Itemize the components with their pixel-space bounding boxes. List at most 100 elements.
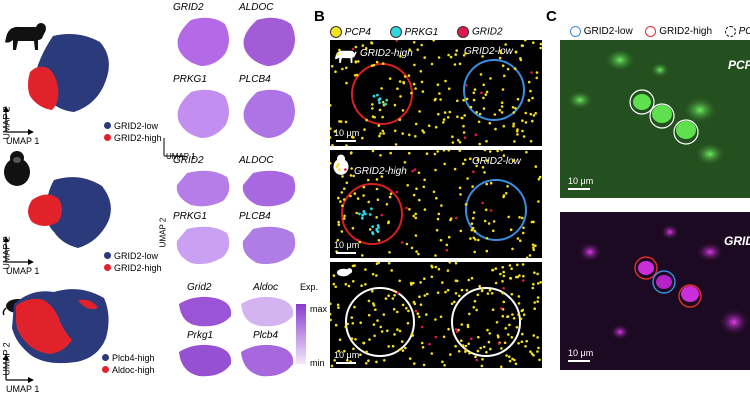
puncta-dot [345, 144, 348, 146]
puncta-dot [399, 95, 402, 98]
puncta-dot [487, 340, 491, 344]
puncta-dot [520, 340, 524, 344]
puncta-dot [353, 192, 357, 195]
puncta-dot [360, 216, 364, 220]
puncta-dot [436, 291, 440, 294]
puncta-dot [336, 238, 340, 242]
puncta-dot [502, 274, 506, 278]
puncta-dot [500, 150, 503, 152]
puncta-dot [413, 168, 417, 171]
puncta-dot [375, 274, 378, 277]
axis-x-label: UMAP 1 [6, 266, 40, 276]
puncta-dot [477, 120, 481, 124]
puncta-dot [466, 325, 470, 329]
puncta-dot [357, 60, 360, 63]
puncta-dot [524, 345, 527, 348]
puncta-dot [421, 346, 425, 349]
puncta-dot [504, 43, 507, 46]
puncta-dot [417, 252, 420, 256]
puncta-dot [529, 89, 532, 93]
puncta-dot [472, 211, 476, 214]
puncta-dot [469, 157, 472, 160]
scale-label: 10 μm [568, 176, 594, 186]
puncta-dot [451, 135, 454, 138]
puncta-dot [389, 151, 392, 155]
legend-label: PCP4 [738, 26, 750, 38]
puncta-dot [510, 292, 514, 296]
puncta-dot [494, 281, 498, 285]
umap-axes [3, 106, 34, 135]
puncta-dot [451, 141, 455, 144]
puncta-dot [537, 177, 541, 181]
puncta-dot [482, 83, 485, 87]
puncta-dot [370, 207, 373, 211]
puncta-dot [485, 139, 488, 143]
puncta-dot [330, 127, 332, 130]
puncta-dot [519, 57, 522, 60]
scale-label: 10 μm [334, 350, 360, 360]
puncta-dot [378, 134, 381, 138]
puncta-dot [335, 165, 339, 168]
puncta-dot [417, 171, 421, 175]
puncta-dot [410, 91, 413, 95]
panel-b-legend: PCP4 PRKG1 GRID2 [330, 26, 503, 38]
puncta-dot [421, 129, 424, 132]
puncta-dot [344, 282, 348, 286]
gene-label: GRID2 [173, 155, 204, 166]
puncta-dot [353, 74, 357, 77]
puncta-dot [361, 44, 365, 47]
puncta-dot [534, 244, 537, 247]
puncta-dot [390, 269, 393, 272]
puncta-dot [449, 55, 453, 59]
puncta-dot [525, 339, 528, 343]
puncta-dot [381, 115, 384, 119]
puncta-dot [398, 348, 401, 351]
puncta-dot [470, 228, 474, 232]
puncta-dot [380, 175, 384, 178]
legend-label: GRID2-low [583, 26, 633, 38]
puncta-dot [349, 152, 353, 155]
puncta-dot [379, 154, 382, 157]
puncta-dot [491, 308, 495, 311]
puncta-dot [454, 344, 457, 348]
puncta-dot [507, 215, 510, 219]
puncta-dot [336, 163, 340, 166]
puncta-dot [518, 216, 521, 219]
puncta-dot [482, 107, 486, 110]
gene-umap [243, 17, 295, 66]
puncta-dot [508, 264, 512, 267]
puncta-dot [475, 111, 478, 114]
puncta-dot [501, 280, 504, 283]
puncta-dot [472, 216, 475, 220]
legend-item: GRID2-high [104, 262, 162, 274]
puncta-dot [532, 334, 536, 337]
puncta-dot [434, 168, 437, 172]
puncta-dot [330, 161, 332, 165]
puncta-dot [456, 99, 459, 103]
puncta-dot [501, 64, 505, 67]
puncta-dot [472, 91, 476, 95]
puncta-dot [340, 191, 344, 194]
puncta-dot [509, 276, 512, 280]
puncta-dot [423, 56, 426, 59]
puncta-dot [377, 226, 380, 229]
puncta-dot [459, 229, 463, 233]
puncta-dot [430, 275, 434, 279]
puncta-dot [443, 162, 446, 166]
puncta-dot [486, 292, 490, 295]
gene-umap [179, 344, 232, 377]
puncta-dot [494, 127, 497, 131]
puncta-dot [532, 220, 535, 224]
puncta-dot [499, 272, 502, 276]
puncta-dot [362, 211, 366, 214]
puncta-dot [503, 74, 506, 78]
puncta-dot [465, 84, 468, 87]
region-label-low: GRID2-low [472, 156, 521, 167]
puncta-dot [371, 232, 375, 236]
puncta-dot [453, 167, 457, 171]
puncta-dot [502, 154, 506, 157]
puncta-dot [425, 152, 429, 155]
gene-umap [242, 226, 296, 265]
puncta-dot [386, 329, 389, 333]
puncta-dot [501, 291, 505, 295]
